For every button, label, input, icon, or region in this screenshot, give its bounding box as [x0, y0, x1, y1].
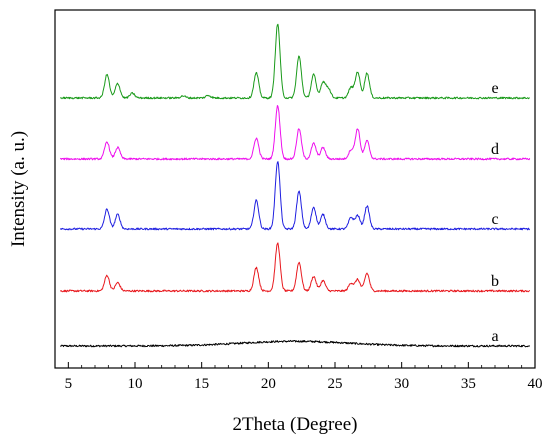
- x-axis-title: 2Theta (Degree): [232, 414, 357, 435]
- series-line-c: [59, 161, 531, 231]
- x-tick-label: 10: [128, 376, 143, 392]
- x-tick-label: 25: [328, 376, 343, 392]
- series-line-d: [59, 105, 531, 161]
- series-label-d: d: [491, 141, 499, 158]
- series-label-a: a: [491, 328, 498, 345]
- series-line-a: [59, 339, 531, 348]
- y-axis-title: Intensity (a. u.): [8, 131, 29, 247]
- series-label-e: e: [491, 80, 498, 97]
- x-axis: 5 10 15 20 25 30 35 40: [54, 362, 543, 392]
- series-line-b: [59, 242, 531, 293]
- series-line-e: [59, 23, 530, 100]
- plot-frame: [54, 9, 536, 369]
- x-tick-label: 35: [461, 376, 476, 392]
- x-tick-label: 30: [394, 376, 409, 392]
- x-tick-label: 5: [65, 376, 73, 392]
- series-layer: a b c d e: [59, 23, 531, 348]
- x-tick-label: 15: [194, 376, 209, 392]
- x-tick-label: 40: [528, 376, 543, 392]
- series-label-b: b: [491, 273, 499, 290]
- series-label-c: c: [491, 211, 498, 228]
- x-tick-label: 20: [261, 376, 276, 392]
